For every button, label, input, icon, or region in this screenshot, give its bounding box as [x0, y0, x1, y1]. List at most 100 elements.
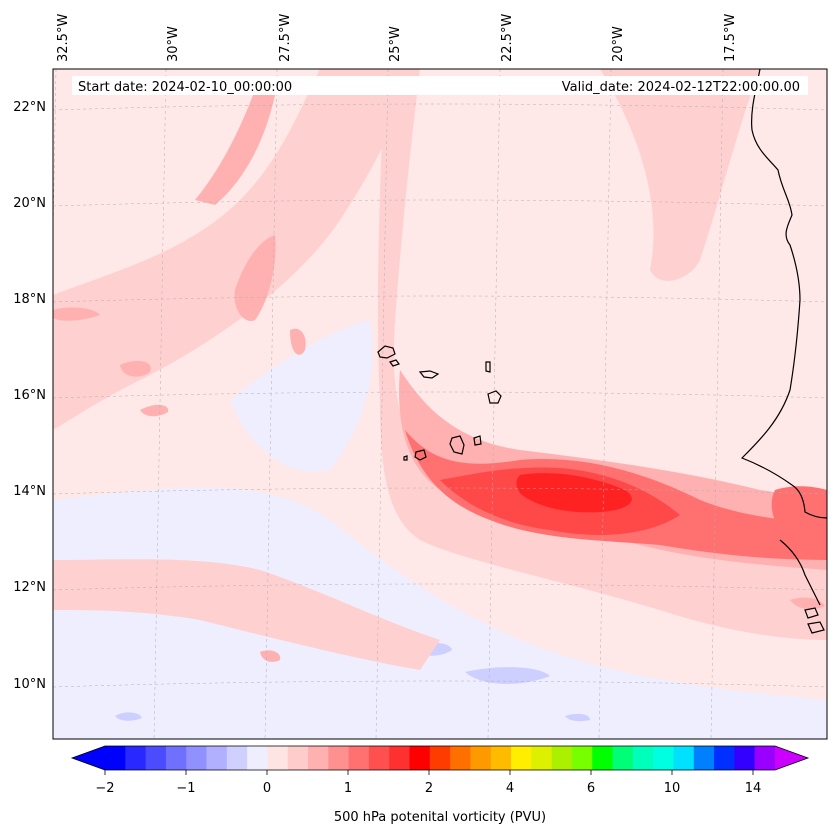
colorbar-extend-min [72, 746, 105, 770]
lat-label: 18°N [13, 292, 46, 307]
parallel-line [53, 487, 827, 495]
latitude-labels: 22°N 20°N 18°N 16°N 14°N 12°N 10°N [13, 100, 46, 692]
colorbar: −2 −1 0 1 2 4 6 10 14 500 hPa potenital vorticit… [70, 745, 810, 825]
meridian-line [598, 69, 612, 739]
colorbar-cell [511, 746, 532, 770]
negative-pv-region [230, 320, 373, 472]
colorbar-cell [531, 746, 553, 770]
pv-band-light [53, 69, 420, 430]
colorbar-cell [754, 746, 776, 770]
coastal-island [804, 607, 819, 619]
parallel-line [53, 103, 827, 111]
pv-band-mid [120, 360, 151, 377]
parallel-line [53, 680, 827, 688]
colorbar-tick-label: 1 [344, 781, 352, 796]
island-fogo [414, 449, 427, 461]
negative-pv-patch [565, 713, 590, 722]
colorbar-cell [125, 746, 147, 770]
lat-label: 16°N [13, 388, 46, 403]
island-maio [473, 435, 482, 446]
meridian-line [375, 69, 389, 739]
pv-band-mid [140, 404, 169, 417]
island-sal [485, 361, 491, 373]
graticule [53, 69, 827, 739]
colorbar-cell [673, 746, 695, 770]
negative-pv-patch [465, 667, 550, 684]
valid-date-text: Valid_date: 2024-02-12T22:00:00.00 [562, 80, 800, 95]
negative-pv-region [53, 487, 827, 739]
colorbar-tick-label: 6 [587, 781, 595, 796]
island-sao-nicolau [418, 370, 440, 379]
colorbar-cell [328, 746, 350, 770]
pv-band-mid [260, 650, 281, 662]
island-sao-vicente [389, 359, 400, 367]
pv-band-mid [290, 328, 306, 355]
colorbar-cell [247, 746, 268, 770]
colorbar-tick-label: −2 [95, 781, 114, 796]
colorbar-cell [632, 746, 654, 770]
colorbar-cell [308, 746, 329, 770]
colorbar-cell [571, 746, 593, 770]
colorbar-cell [450, 746, 471, 770]
island-boa-vista [487, 390, 502, 404]
colorbar-cell [592, 746, 614, 770]
colorbar-cell [348, 746, 370, 770]
colorbar-tick-label: −1 [176, 781, 195, 796]
colorbar-tick-label: 0 [263, 781, 271, 796]
colorbar-cell [490, 746, 512, 770]
colorbar-tick-label: 10 [664, 781, 681, 796]
island-santiago [449, 435, 465, 455]
colorbar-tick-label: 4 [506, 781, 514, 796]
meridian-line [264, 69, 278, 739]
map-frame [52, 68, 828, 740]
island-brava [403, 455, 408, 461]
lon-label: 30°W [166, 26, 181, 62]
lat-label: 14°N [13, 484, 46, 499]
colorbar-cell [653, 746, 674, 770]
colorbar-cell [368, 746, 390, 770]
pv-field [53, 69, 827, 739]
colorbar-cell [105, 746, 126, 770]
negative-pv-patch [115, 712, 142, 721]
colorbar-cell [186, 746, 208, 770]
pv-band-mid [53, 307, 100, 321]
parallel-line [53, 583, 827, 591]
longitude-labels: 32.5°W 30°W 27.5°W 25°W 22.5°W 20°W 17.5… [56, 14, 738, 62]
colorbar-cell [287, 746, 309, 770]
colorbar-label: 500 hPa potenital vorticity (PVU) [334, 810, 546, 825]
lat-label: 10°N [13, 677, 46, 692]
colorbar-cell [551, 746, 573, 770]
lon-label: 32.5°W [56, 14, 71, 62]
africa-coastline [740, 69, 827, 519]
colorbar-cell [226, 746, 248, 770]
colorbar-cell [145, 746, 167, 770]
lon-label: 22.5°W [500, 14, 515, 62]
colorbar-extend-max [775, 746, 808, 770]
colorbar-cell [612, 746, 634, 770]
pv-band-light [53, 559, 440, 670]
colorbar-cell [714, 746, 735, 770]
lon-label: 20°W [611, 26, 626, 62]
date-info-box [72, 76, 808, 95]
lon-label: 27.5°W [278, 14, 293, 62]
meridian-line [487, 69, 501, 739]
pv-core-outer [771, 486, 827, 542]
start-date-text: Start date: 2024-02-10_00:00:00 [78, 80, 292, 95]
lon-label: 25°W [388, 26, 403, 62]
island-santo-antao [377, 345, 396, 359]
colorbar-cell [389, 746, 411, 770]
parallel-line [53, 295, 827, 303]
colorbar-cell [693, 746, 715, 770]
pv-band-mid [195, 90, 275, 205]
coastal-island [807, 621, 825, 634]
colorbar-cell [734, 746, 756, 770]
colorbar-cell [206, 746, 228, 770]
colorbar-cell [165, 746, 187, 770]
lat-label: 12°N [13, 580, 46, 595]
colorbar-cell [409, 746, 431, 770]
parallel-line [53, 391, 827, 399]
colorbar-cell [429, 746, 451, 770]
pv-band-light [600, 69, 760, 281]
pv-band-mid [790, 597, 825, 610]
